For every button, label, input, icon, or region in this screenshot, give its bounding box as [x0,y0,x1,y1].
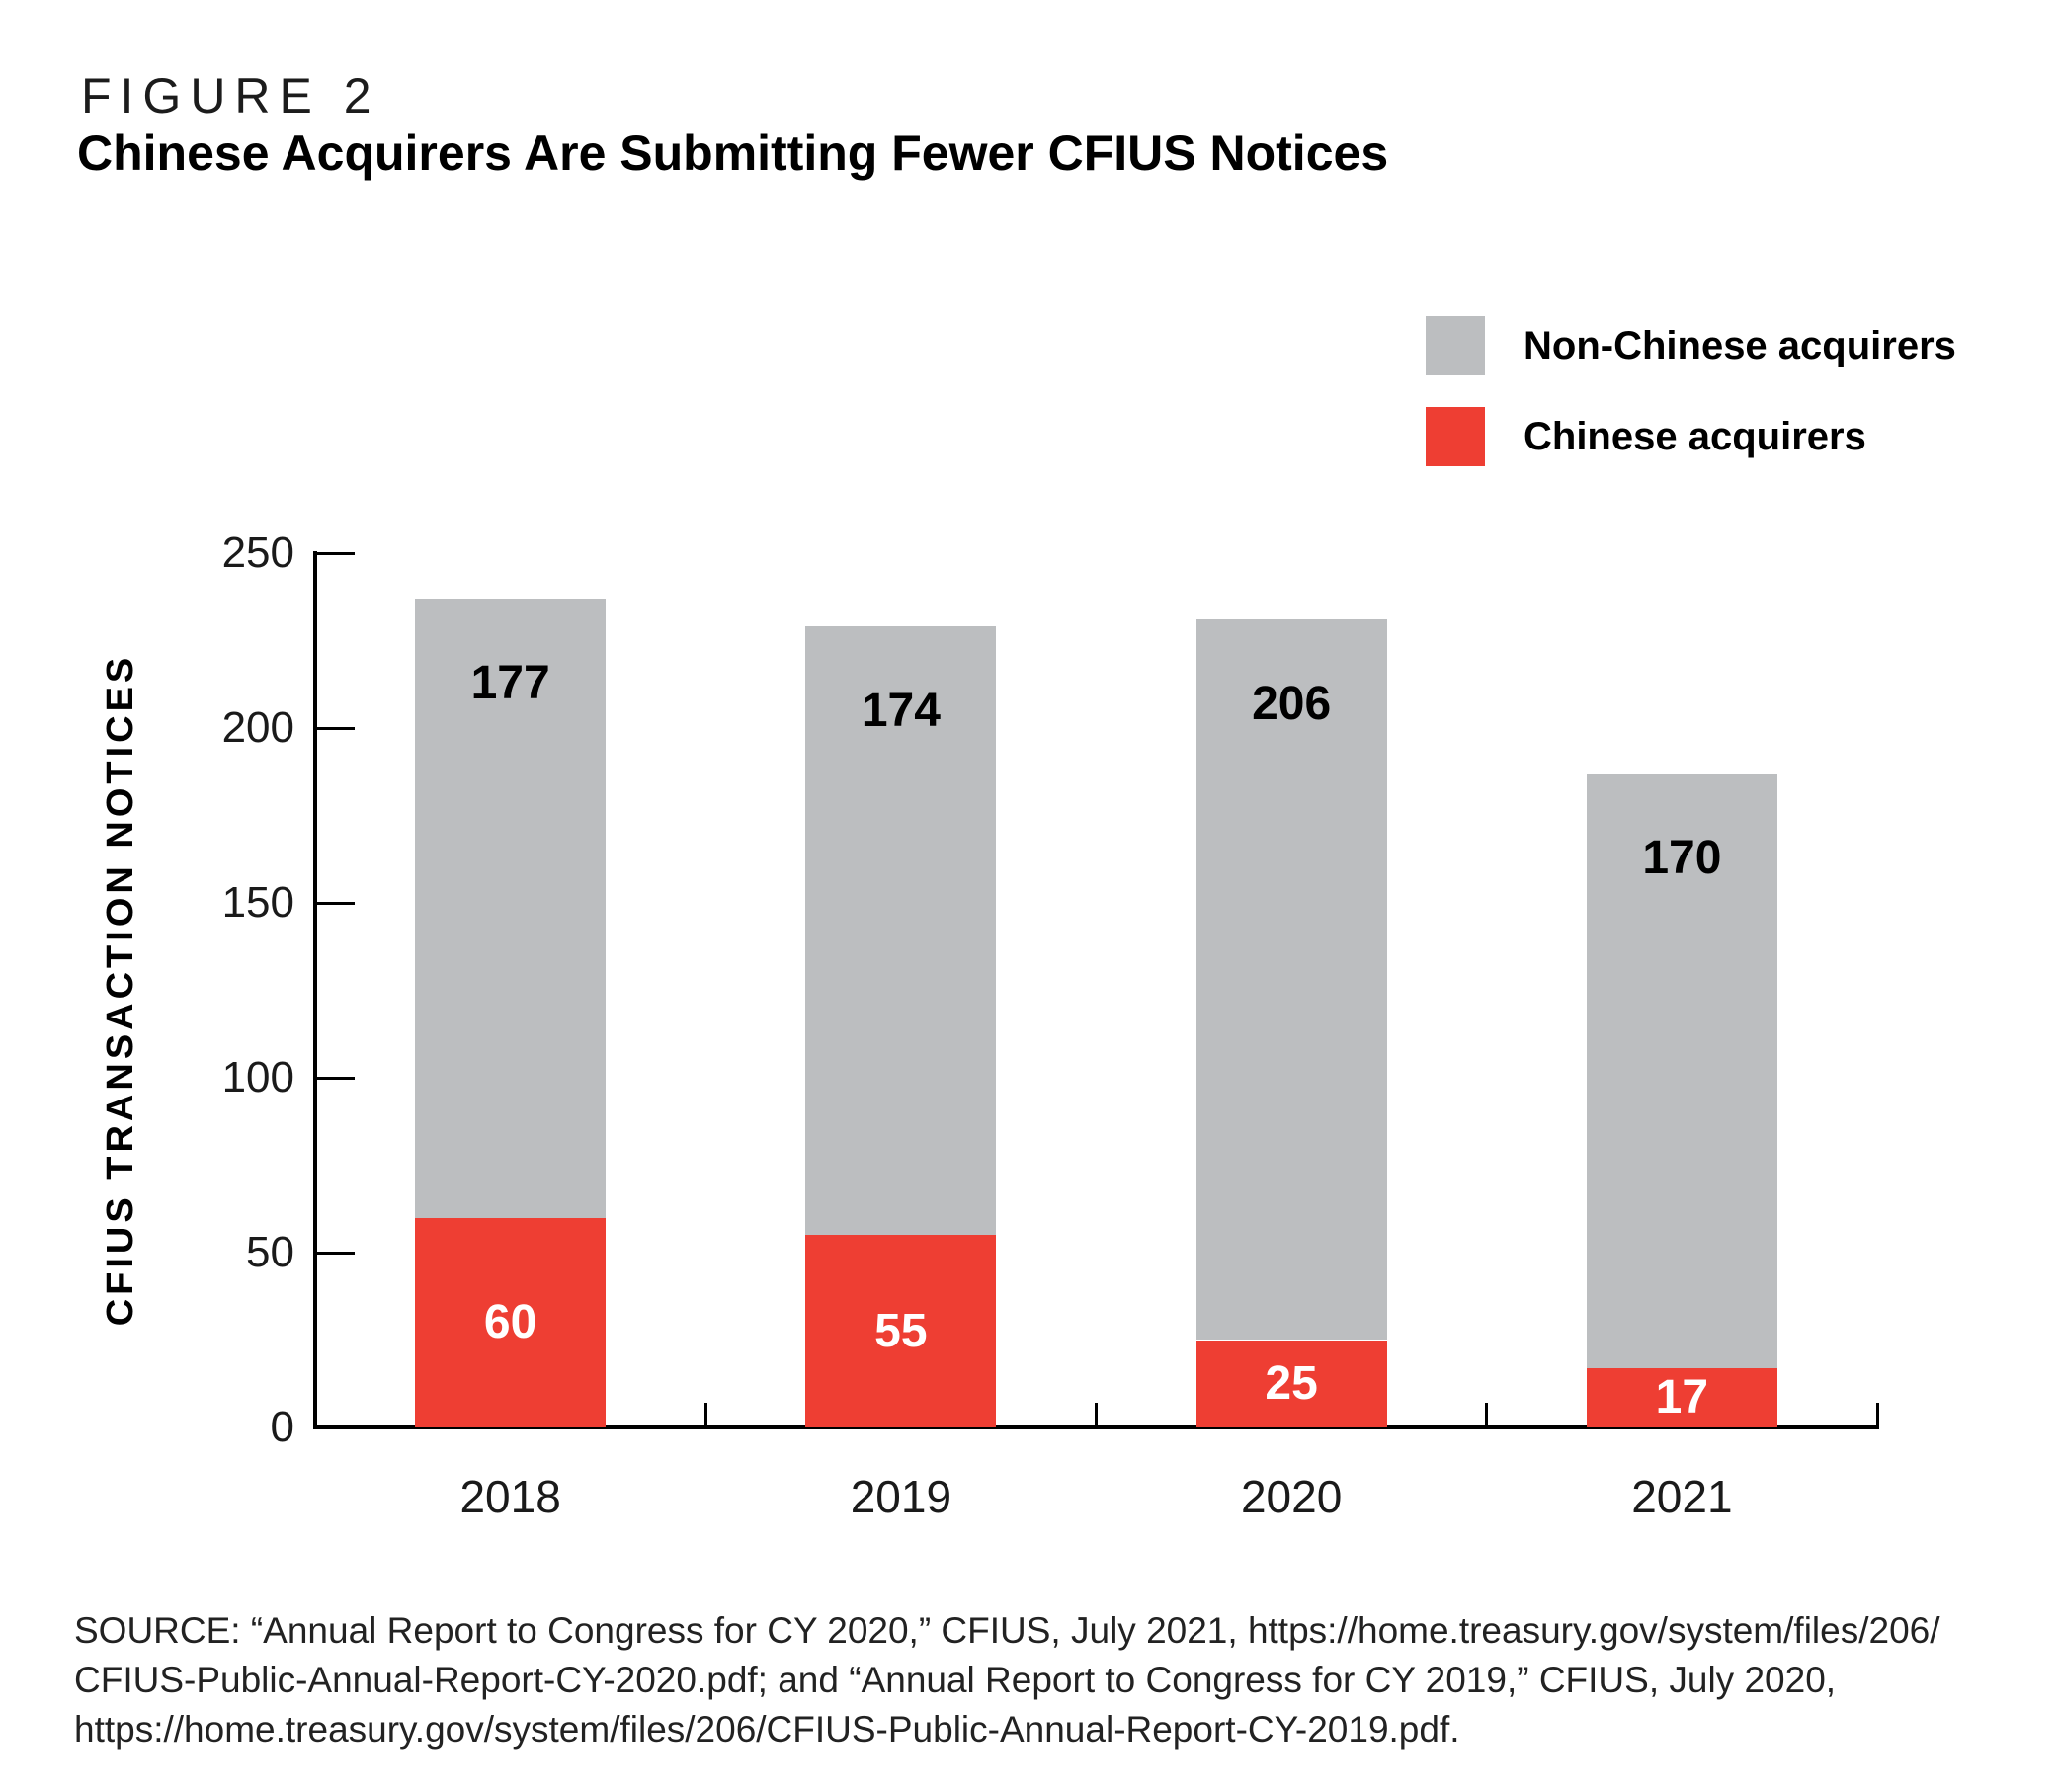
bar-value-non-chinese-2020: 206 [1252,678,1332,731]
source-line: CFIUS-Public-Annual-Report-CY-2020.pdf; … [74,1660,1837,1700]
y-tick-mark [315,551,355,555]
source-note: SOURCE: “Annual Report to Congress for C… [74,1606,1951,1754]
y-tick-label: 0 [270,1403,294,1451]
x-tick-mark [703,1403,707,1427]
y-axis-line [313,551,317,1429]
source-line: https://home.treasury.gov/system/files/2… [74,1709,1460,1750]
figure-number: FIGURE 2 [81,68,380,123]
legend-swatch-non-chinese [1426,316,1485,375]
bar-value-non-chinese-2021: 170 [1642,832,1722,885]
x-tick-mark [1485,1403,1489,1427]
y-tick-mark [315,1076,355,1080]
bar-value-non-chinese-2018: 177 [470,657,550,710]
legend-label-chinese: Chinese acquirers [1524,415,1866,458]
figure-title: Chinese Acquirers Are Submitting Fewer C… [77,125,1389,181]
x-tick-mark [1095,1403,1098,1427]
bar-value-non-chinese-2019: 174 [861,685,941,738]
y-tick-mark [315,1251,355,1255]
y-tick-label: 250 [221,529,294,577]
bar-segment-chinese-2019: 55 [805,1235,997,1427]
y-tick-label: 50 [246,1228,294,1276]
x-tick-label-2018: 2018 [459,1471,561,1522]
bar-segment-chinese-2021: 17 [1586,1367,1777,1427]
legend-label-non-chinese: Non-Chinese acquirers [1524,324,1956,367]
bar-segment-chinese-2018: 60 [415,1217,607,1427]
x-axis-line [313,1425,1879,1429]
legend-swatch-chinese [1426,407,1485,466]
x-tick-label-2021: 2021 [1631,1471,1733,1522]
y-tick-mark [315,901,355,905]
bar-segment-non-chinese-2019: 174 [805,626,997,1236]
bar-segment-chinese-2020: 25 [1195,1340,1387,1427]
bar-segment-non-chinese-2021: 170 [1586,774,1777,1368]
bar-value-chinese-2020: 25 [1265,1356,1318,1410]
y-tick-mark [315,726,355,730]
y-tick-label: 150 [221,878,294,927]
bar-value-chinese-2019: 55 [874,1304,928,1357]
bar-value-chinese-2021: 17 [1655,1370,1709,1424]
bar-segment-non-chinese-2018: 177 [415,599,607,1218]
x-tick-label-2020: 2020 [1240,1471,1343,1522]
source-line: SOURCE: “Annual Report to Congress for C… [74,1610,1940,1651]
y-tick-label: 100 [221,1053,294,1101]
bar-value-chinese-2018: 60 [483,1295,537,1348]
x-tick-label-2019: 2019 [850,1471,952,1522]
bar-segment-non-chinese-2020: 206 [1195,619,1387,1341]
y-tick-label: 200 [221,703,294,752]
x-tick-mark [1875,1403,1879,1427]
